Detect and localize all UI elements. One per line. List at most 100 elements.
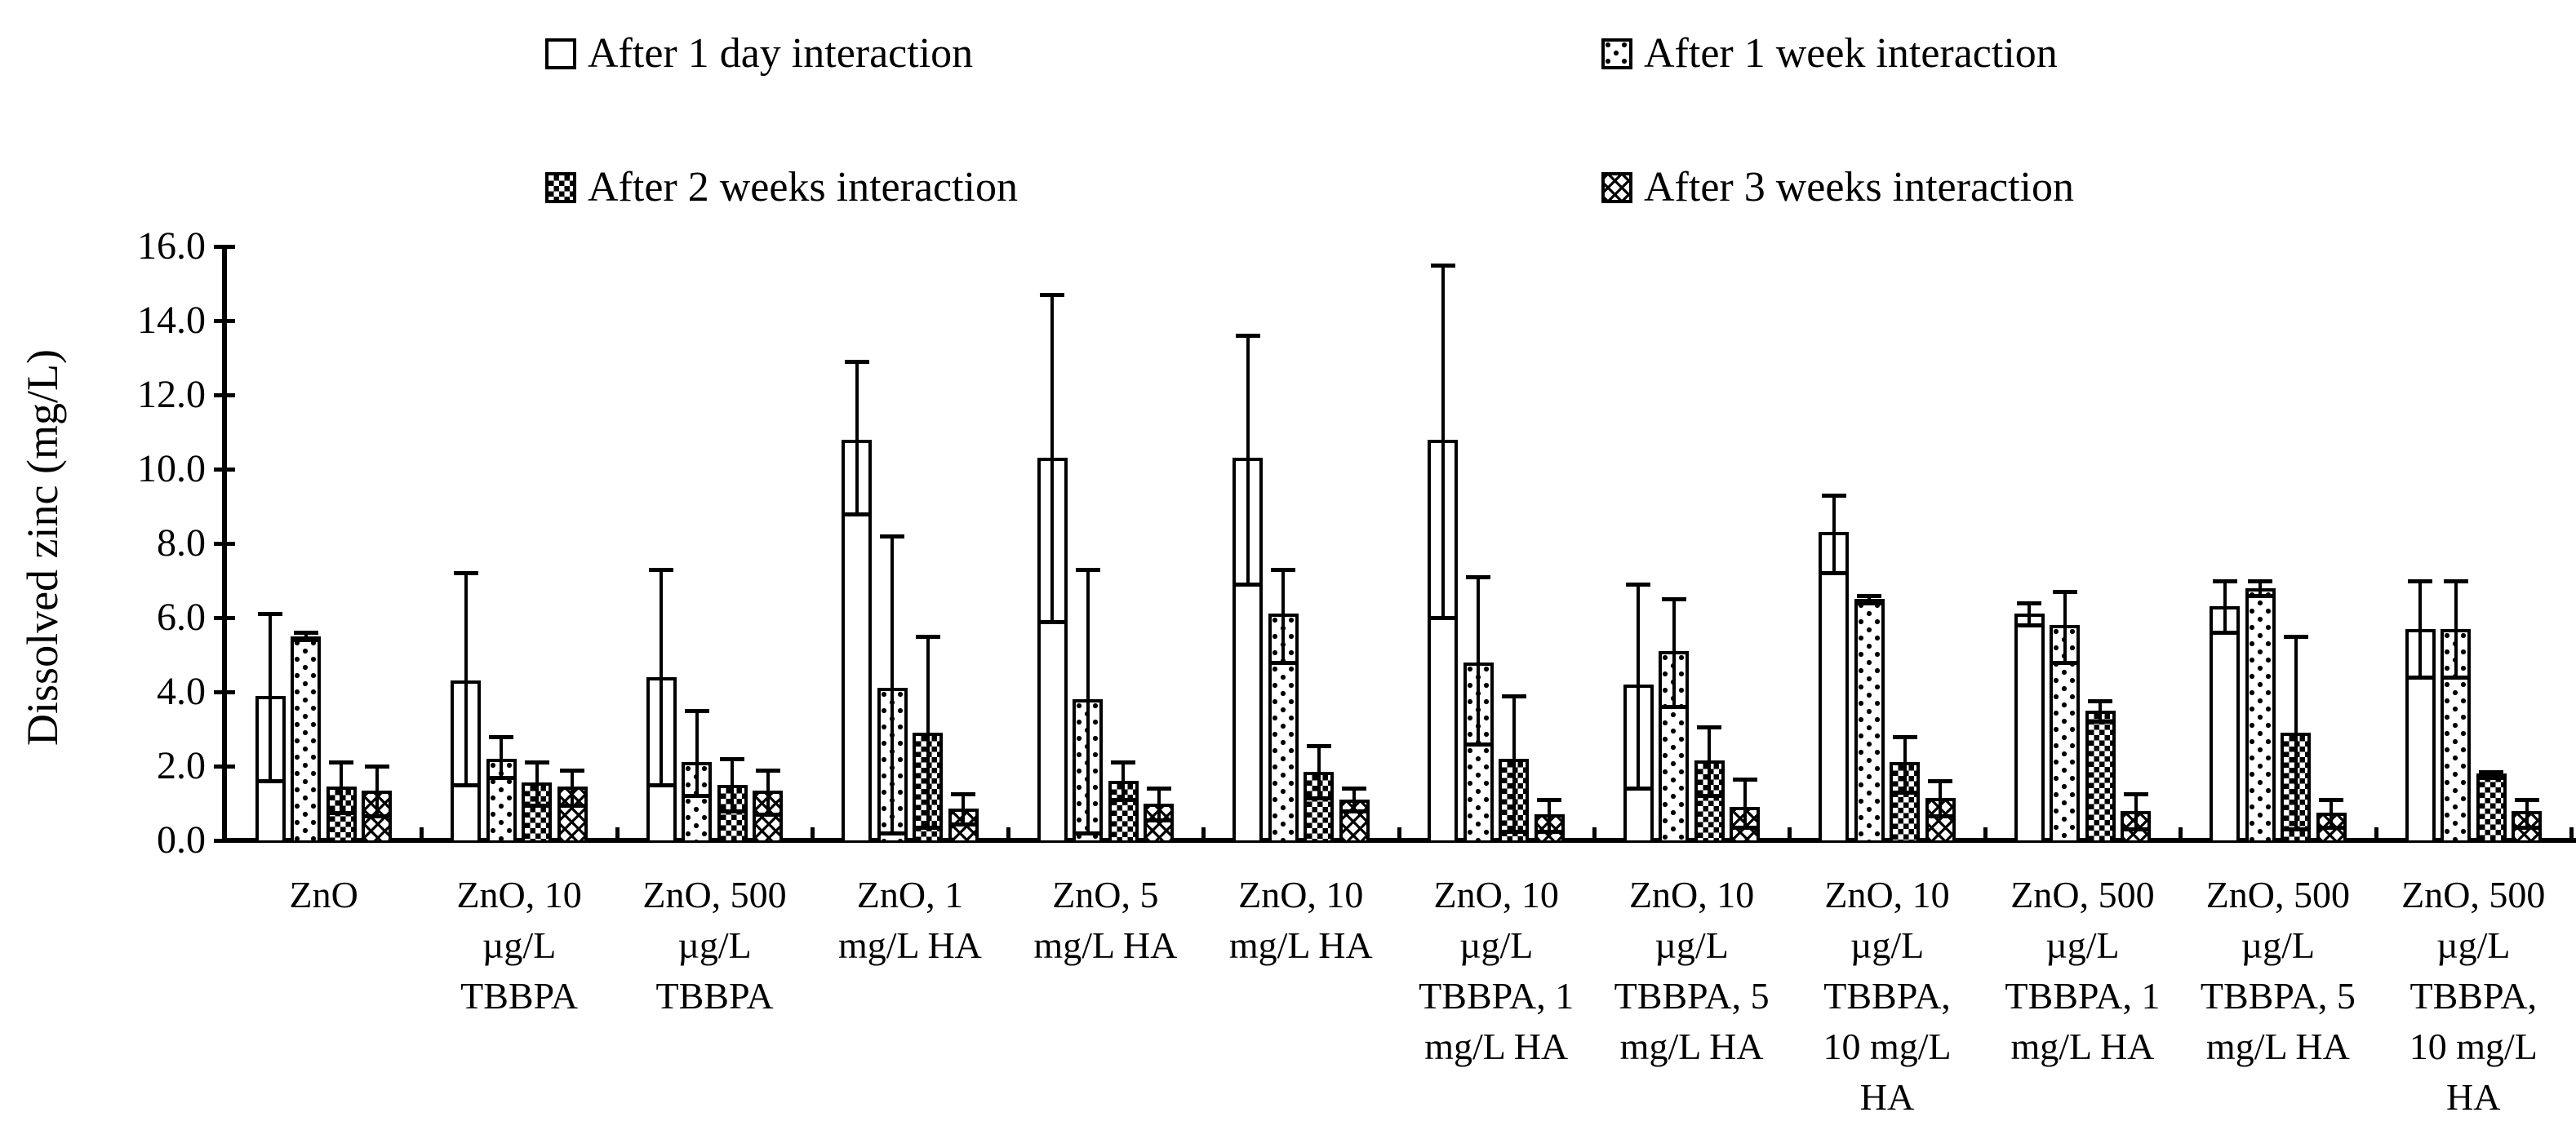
error-bar-cap-top [684,708,709,713]
error-bar-cap-top [1075,567,1100,572]
legend-label: After 1 day interaction [588,30,974,77]
y-axis-tick-label: 4.0 [157,670,206,713]
error-bar-cap-bottom [1430,616,1455,620]
error-bar-cap-bottom [684,794,709,799]
error-bar-cap-bottom [2248,593,2273,598]
legend-item-crosshatch: After 3 weeks interaction [1601,163,2074,211]
y-axis-tick-label: 14.0 [137,299,206,342]
bar-series1-group10 [2014,614,2045,840]
legend-marker-dots-icon [1601,38,1632,69]
error-bar-cap-top [1271,567,1296,572]
error-bar-cap-bottom [293,638,318,643]
error-bar-cap-top [1466,574,1491,579]
x-axis-tick [1201,827,1206,840]
error-bar-cap-top [1235,334,1260,339]
legend-item-dots: After 1 week interaction [1601,29,2058,78]
x-axis-line [222,838,2576,843]
error-bar-cap-bottom [1501,829,1526,834]
error-bar-line [2418,580,2423,677]
error-bar-line [855,361,859,514]
error-bar-cap-bottom [2319,826,2344,831]
error-bar-line [731,758,735,811]
error-bar-cap-bottom [2088,720,2113,725]
error-bar-cap-top [293,631,318,636]
error-bar-cap-bottom [1342,809,1367,813]
error-bar-line [2330,799,2334,828]
y-axis-title: Dissolved zinc (mg/L) [18,349,67,746]
error-bar-cap-top [1111,760,1136,765]
error-bar-cap-top [1626,583,1651,587]
error-bar-cap-bottom [2017,623,2042,628]
error-bar-cap-bottom [1821,571,1846,576]
error-bar-line [1672,599,1676,707]
error-bar-line [1939,781,1943,817]
error-bar-cap-bottom [2212,631,2237,636]
error-bar-line [571,769,575,805]
error-bar-line [2525,799,2529,828]
bar-series1-group5 [1037,458,1068,840]
error-bar-line [1157,788,1161,820]
error-bar-line [1246,335,1250,585]
error-bar-cap-top [329,760,354,765]
x-axis-tick [615,827,620,840]
error-bar-cap-bottom [1271,660,1296,665]
error-bar-cap-bottom [1928,814,1953,819]
error-bar-cap-top [2212,578,2237,583]
error-bar-line [1868,595,1872,603]
x-axis-tick [811,827,815,840]
x-axis-tick [2569,827,2574,840]
bar-series3-group9 [1890,762,1921,840]
x-axis-category-label: ZnO, 500 µg/L TBBPA, 1 mg/L HA [2005,874,2161,1067]
bar-series3-group2 [522,782,553,840]
error-bar-cap-top [453,571,478,576]
error-bar-cap-bottom [1537,829,1562,834]
y-axis-tick-label: 16.0 [137,224,206,268]
error-bar-cap-top [1661,597,1686,602]
error-bar-cap-bottom [951,822,976,827]
y-axis-tick [214,839,235,843]
y-axis-tick [214,245,235,249]
y-axis-tick-label: 0.0 [157,818,206,862]
y-axis-tick-label: 6.0 [157,596,206,639]
error-bar-line [1477,576,1481,744]
x-axis-category-label: ZnO, 1 mg/L HA [838,874,982,966]
x-axis-tick [2178,827,2183,840]
error-bar-cap-bottom [649,782,674,787]
error-bar-line [1708,727,1712,796]
error-bar-line [535,762,539,805]
error-bar-cap-bottom [720,809,745,813]
error-bar-cap-top [2514,797,2539,802]
error-bar-cap-bottom [1892,790,1917,795]
error-bar-line [375,766,379,817]
error-bar-cap-top [1146,787,1171,791]
y-axis-tick [214,542,235,546]
error-bar-cap-top [489,734,514,739]
error-bar-cap-bottom [1075,831,1100,835]
legend-label: After 3 weeks interaction [1644,164,2075,211]
x-axis-tick [1788,827,1792,840]
error-bar-line [2134,794,2138,830]
error-bar-line [1512,695,1516,831]
error-bar-cap-top [2479,769,2504,774]
error-bar-cap-top [2408,578,2433,583]
error-bar-line [660,569,664,785]
error-bar-cap-bottom [915,826,940,831]
x-axis-tick [1983,827,1988,840]
legend-label: After 1 week interaction [1644,30,2058,77]
error-bar-line [926,636,930,828]
bar-series3-group12 [2476,773,2507,840]
error-bar-cap-bottom [1857,601,1882,605]
error-bar-line [890,535,895,833]
error-bar-cap-top [844,360,869,365]
x-axis-category-label: ZnO, 500 µg/L TBBPA [642,874,787,1017]
error-bar-cap-bottom [1146,818,1171,822]
y-axis-tick-label: 10.0 [137,447,206,490]
y-axis-tick [214,393,235,397]
x-axis-category-label: ZnO, 5 mg/L HA [1033,874,1178,966]
bar-series3-group10 [2085,710,2116,840]
error-bar-line [1903,736,1907,792]
legend-item-plain: After 1 day interaction [545,29,973,78]
error-bar-cap-bottom [1466,742,1491,747]
error-bar-line [1548,799,1552,831]
